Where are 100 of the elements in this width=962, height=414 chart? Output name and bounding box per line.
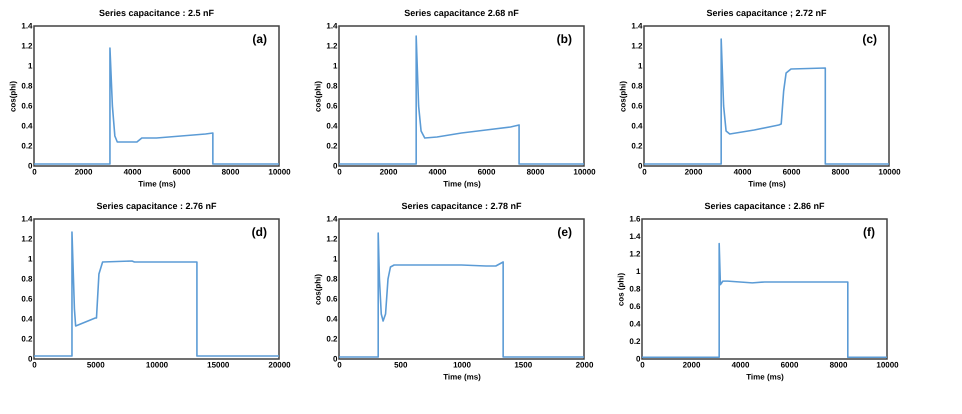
y-tick-label: 0.2 bbox=[629, 337, 642, 346]
y-tick-label: 0.8 bbox=[326, 274, 338, 284]
y-tick-label: 0.8 bbox=[631, 82, 644, 90]
y-tick-label: 0.6 bbox=[21, 102, 34, 110]
y-tick-label: 0.2 bbox=[631, 142, 644, 150]
x-axis-title: Time (ms) bbox=[746, 372, 784, 382]
y-tick-label: 0 bbox=[333, 354, 338, 364]
y-tick-label: 1.4 bbox=[631, 22, 644, 30]
x-tick-label: 6000 bbox=[172, 168, 191, 176]
x-tick-label: 2000 bbox=[380, 168, 398, 176]
y-tick-label: 1.6 bbox=[629, 214, 642, 224]
y-tick-label: 1.2 bbox=[629, 250, 642, 258]
annotation: (d) bbox=[252, 225, 267, 239]
y-tick-label: 1 bbox=[636, 267, 642, 276]
y-axis-title: cos(phi) bbox=[618, 80, 628, 112]
x-axis-title: Time (ms) bbox=[748, 180, 786, 188]
y-tick-label: 0.8 bbox=[21, 274, 34, 284]
x-tick-label: 4000 bbox=[428, 168, 447, 176]
x-tick-label: 10000 bbox=[146, 360, 169, 370]
x-tick-label: 2000 bbox=[74, 168, 93, 176]
x-tick-label: 8000 bbox=[222, 168, 240, 176]
x-tick-label: 10000 bbox=[268, 168, 292, 176]
annotation: (c) bbox=[862, 32, 877, 46]
line-series bbox=[338, 35, 585, 165]
x-tick-label: 1500 bbox=[514, 360, 533, 370]
y-tick-label: 0.2 bbox=[21, 142, 34, 150]
y-tick-label: 1 bbox=[28, 62, 34, 70]
y-tick-label: 0 bbox=[333, 162, 338, 170]
x-tick-label: 4000 bbox=[734, 168, 752, 176]
x-tick-label: 2000 bbox=[684, 168, 703, 176]
chart-title: Series capacitance : 2.78 nF bbox=[401, 201, 522, 211]
x-tick-label: 8000 bbox=[526, 168, 545, 176]
x-tick-label: 5000 bbox=[86, 360, 106, 370]
y-tick-label: 0 bbox=[636, 354, 642, 364]
y-tick-label: 0.6 bbox=[326, 294, 338, 304]
y-tick-label: 1 bbox=[638, 62, 644, 70]
annotation: (f) bbox=[863, 225, 875, 239]
y-tick-label: 1.4 bbox=[629, 232, 642, 241]
x-tick-label: 10000 bbox=[878, 168, 902, 176]
y-tick-label: 0.4 bbox=[326, 314, 338, 324]
y-tick-label: 1.4 bbox=[21, 214, 34, 224]
y-tick-label: 1.4 bbox=[326, 214, 338, 224]
y-axis-title: cos(phi) bbox=[8, 80, 18, 112]
x-axis-title: Time (ms) bbox=[138, 180, 176, 188]
x-tick-label: 20000 bbox=[268, 360, 292, 370]
y-tick-label: 0.8 bbox=[21, 82, 34, 90]
y-tick-label: 1.2 bbox=[21, 42, 34, 50]
y-tick-label: 1.4 bbox=[326, 22, 338, 30]
y-tick-label: 1.2 bbox=[326, 42, 338, 50]
y-tick-label: 0.4 bbox=[326, 122, 338, 130]
x-tick-label: 2000 bbox=[576, 360, 594, 370]
y-tick-label: 1 bbox=[333, 62, 338, 70]
x-axis-title: Time (ms) bbox=[443, 372, 482, 382]
x-tick-label: 500 bbox=[394, 360, 408, 370]
x-tick-label: 15000 bbox=[207, 360, 230, 370]
x-tick-label: 6000 bbox=[478, 168, 496, 176]
y-tick-label: 1.4 bbox=[21, 22, 34, 30]
x-tick-label: 4000 bbox=[124, 168, 142, 176]
x-tick-label: 1000 bbox=[453, 360, 472, 370]
y-tick-label: 0.8 bbox=[629, 284, 642, 294]
chart-title: Series capacitance : 2.86 nF bbox=[704, 201, 826, 211]
chart-title: Series capacitance 2.68 nF bbox=[404, 8, 520, 18]
x-tick-label: 2000 bbox=[682, 360, 701, 370]
x-tick-label: 10000 bbox=[876, 360, 900, 370]
chart-title: Series capacitance : 2.76 nF bbox=[96, 201, 218, 211]
y-tick-label: 0.6 bbox=[631, 102, 644, 110]
y-tick-label: 0 bbox=[28, 354, 34, 364]
chart-title: Series capacitance ; 2.72 nF bbox=[706, 8, 828, 18]
x-axis-title: Time (ms) bbox=[443, 180, 482, 188]
y-tick-label: 0 bbox=[28, 162, 34, 170]
y-tick-label: 0.2 bbox=[21, 334, 34, 344]
x-tick-label: 6000 bbox=[782, 168, 801, 176]
x-tick-label: 8000 bbox=[832, 168, 850, 176]
x-tick-label: 8000 bbox=[830, 360, 848, 370]
y-tick-label: 0 bbox=[638, 162, 644, 170]
y-tick-label: 0.4 bbox=[21, 122, 34, 130]
x-tick-label: 4000 bbox=[732, 360, 750, 370]
y-tick-label: 0.2 bbox=[326, 334, 338, 344]
y-axis-title: cos(phi) bbox=[313, 274, 322, 306]
annotation: (a) bbox=[252, 32, 267, 46]
y-tick-label: 1 bbox=[28, 254, 34, 264]
y-axis-title: cos (phi) bbox=[616, 272, 626, 306]
annotation: (e) bbox=[557, 225, 572, 239]
y-tick-label: 0.8 bbox=[326, 82, 338, 90]
x-tick-label: 6000 bbox=[780, 360, 799, 370]
line-series bbox=[641, 242, 888, 358]
y-tick-label: 1.2 bbox=[631, 42, 644, 50]
x-tick-label: 10000 bbox=[573, 168, 596, 176]
y-tick-label: 0.2 bbox=[326, 142, 338, 150]
y-axis-title: cos(phi) bbox=[313, 80, 322, 112]
y-tick-label: 0.4 bbox=[21, 314, 34, 324]
y-tick-label: 1.2 bbox=[326, 234, 338, 244]
annotation: (b) bbox=[556, 32, 572, 46]
y-tick-label: 1.2 bbox=[21, 234, 34, 244]
y-tick-label: 0.4 bbox=[629, 320, 642, 328]
line-series bbox=[33, 47, 280, 165]
y-tick-label: 1 bbox=[333, 254, 338, 264]
y-tick-label: 0.4 bbox=[631, 122, 644, 130]
y-tick-label: 0.6 bbox=[326, 102, 338, 110]
y-tick-label: 0.6 bbox=[21, 294, 34, 304]
